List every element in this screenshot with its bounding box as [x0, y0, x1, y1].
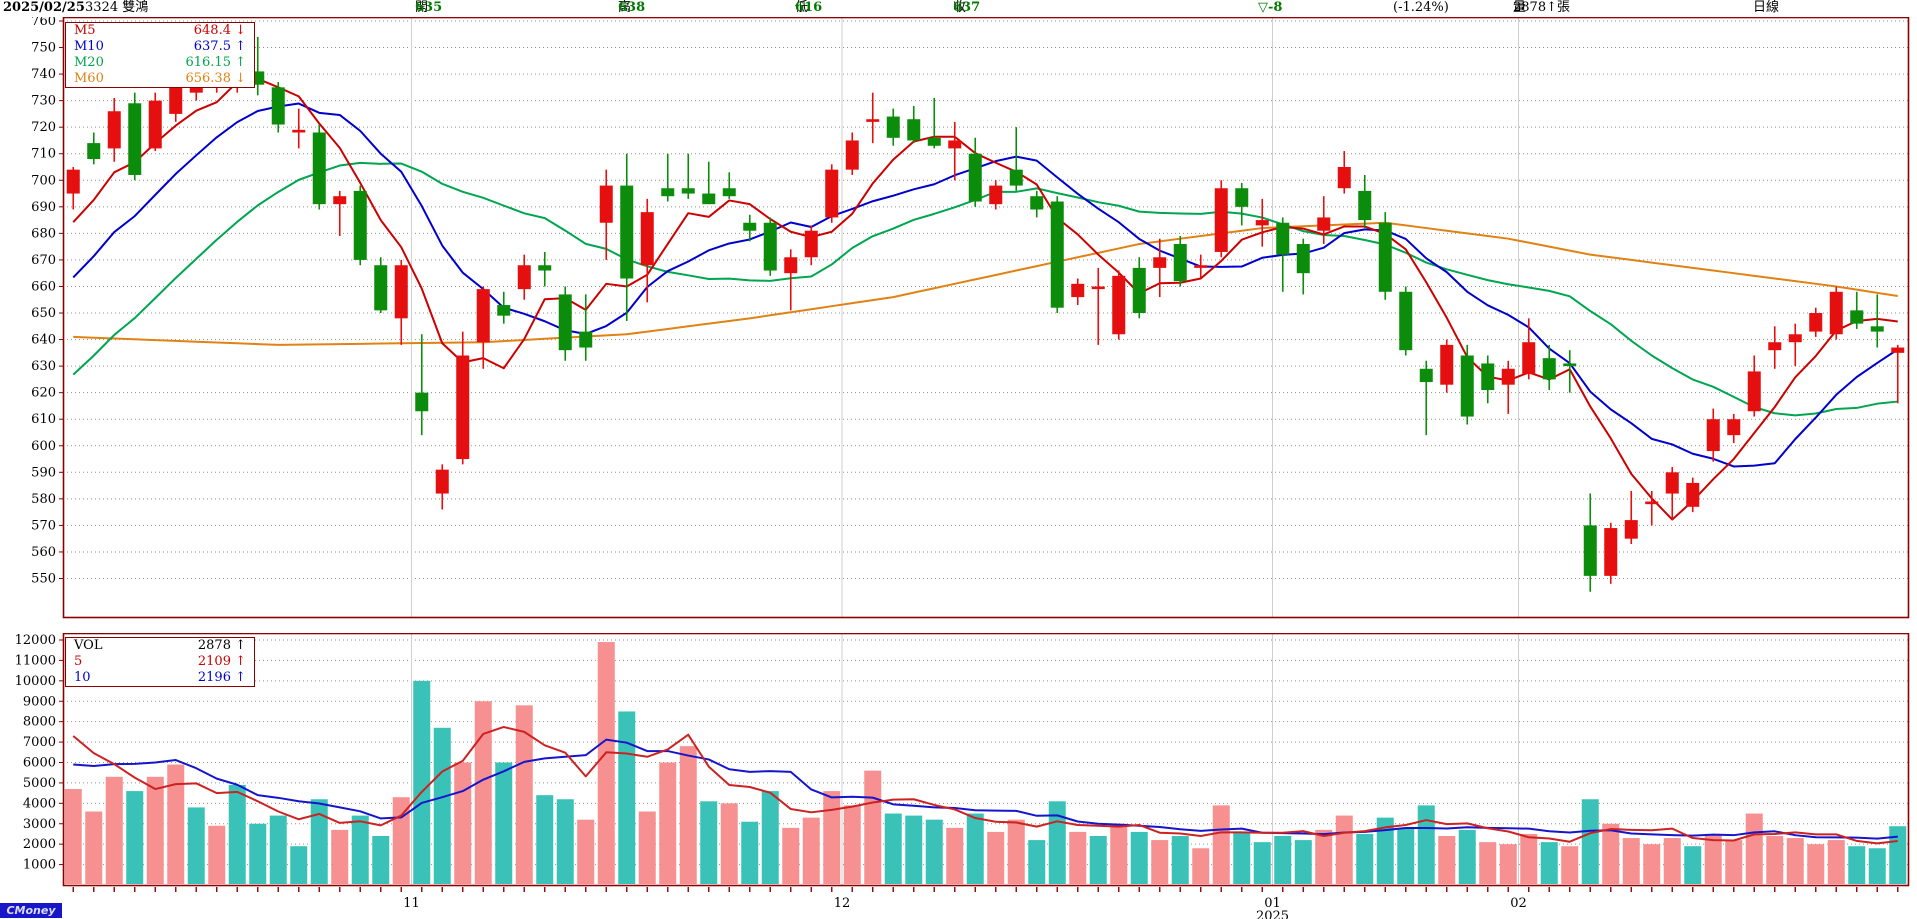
period-selector[interactable]: 日線	[1753, 0, 1780, 15]
svg-text:750: 750	[31, 41, 56, 56]
change-value: ▽-8	[1258, 0, 1283, 15]
candlesticks	[66, 36, 1905, 592]
ma10-line	[72, 102, 1899, 468]
close-label: 收	[953, 0, 967, 15]
stock-code-name: 3324 雙鴻	[85, 0, 149, 15]
volume-value: 2878↑張	[1513, 0, 1570, 15]
ma5-value: 648.4 ↓	[193, 23, 246, 38]
svg-text:02: 02	[1510, 896, 1527, 911]
cmoney-logo: CMoney	[0, 903, 62, 918]
vol-ma5-label: 5	[74, 654, 83, 669]
svg-text:560: 560	[31, 545, 56, 560]
close-value: 637	[953, 0, 981, 15]
svg-text:620: 620	[31, 386, 56, 401]
svg-text:11: 11	[403, 896, 420, 911]
change-percent: (-1.24%)	[1393, 0, 1449, 15]
volume-bars	[64, 642, 1907, 884]
open-value: 635	[415, 0, 443, 15]
volume-ma-lines	[72, 725, 1898, 845]
svg-text:660: 660	[31, 279, 56, 294]
vol-label: VOL	[74, 638, 103, 653]
volume-ma10-line	[73, 738, 1898, 840]
svg-text:710: 710	[31, 147, 56, 162]
svg-text:9000: 9000	[23, 694, 56, 709]
ma60-value: 656.38 ↓	[185, 71, 246, 86]
high-value: 638	[618, 0, 646, 15]
svg-text:720: 720	[31, 120, 56, 135]
ma20-line	[72, 161, 1898, 417]
quote-header-bar: 2025/02/25 3324 雙鴻 開 635 高 638 低 616 收 6…	[0, 0, 1917, 17]
svg-text:5000: 5000	[23, 776, 56, 791]
svg-text:6000: 6000	[23, 756, 56, 771]
svg-text:1000: 1000	[23, 858, 56, 873]
vol-ma5-value: 2109 ↑	[197, 654, 246, 669]
svg-text:590: 590	[31, 465, 56, 480]
svg-text:700: 700	[31, 173, 56, 188]
open-label: 開	[415, 0, 429, 15]
low-value: 616	[795, 0, 823, 15]
svg-text:650: 650	[31, 306, 56, 321]
ma5-line	[72, 77, 1898, 521]
quote-date: 2025/02/25	[3, 0, 85, 15]
vol-ma10-label: 10	[74, 670, 91, 685]
ma5-label: M5	[74, 23, 96, 38]
svg-text:760: 760	[31, 17, 56, 29]
svg-text:2000: 2000	[23, 837, 56, 852]
x-axis-ticks	[72, 887, 1899, 892]
svg-text:580: 580	[31, 492, 56, 507]
svg-text:10000: 10000	[15, 674, 56, 689]
svg-text:630: 630	[31, 359, 56, 374]
svg-text:550: 550	[31, 572, 56, 587]
svg-text:690: 690	[31, 200, 56, 215]
price-chart-panel[interactable]: 760 750 740 730 720 710 700 690 680 670 660 650 640 6…	[0, 17, 1917, 633]
svg-text:11000: 11000	[15, 653, 56, 668]
svg-text:12: 12	[834, 896, 851, 911]
vol-ma10-value: 2196 ↑	[197, 670, 246, 685]
svg-text:01: 01	[1264, 896, 1281, 911]
moving-average-legend: M5 648.4 ↓ M10 637.5 ↑ M20 616.15 ↑ M60 656.…	[65, 22, 255, 88]
ma20-value: 616.15 ↑	[185, 55, 246, 70]
volume-ma5-line	[72, 725, 1898, 845]
svg-text:670: 670	[31, 253, 56, 268]
svg-text:8000: 8000	[23, 715, 56, 730]
volume-legend: VOL 2878 ↑ 5 2109 ↑ 10 2196 ↑	[65, 637, 255, 687]
ma10-label: M10	[74, 39, 104, 54]
volume-label: 量	[1513, 0, 1527, 15]
svg-text:740: 740	[31, 67, 56, 82]
price-ma-lines	[72, 77, 1899, 521]
svg-text:640: 640	[31, 333, 56, 348]
low-label: 低	[795, 0, 809, 15]
ma20-label: M20	[74, 55, 104, 70]
ma60-line	[73, 221, 1898, 346]
svg-text:610: 610	[31, 412, 56, 427]
svg-text:730: 730	[31, 94, 56, 109]
svg-text:4000: 4000	[23, 796, 56, 811]
high-label: 高	[618, 0, 632, 15]
ma10-value: 637.5 ↑	[193, 39, 246, 54]
ma60-label: M60	[74, 71, 104, 86]
svg-text:12000: 12000	[15, 633, 56, 648]
svg-text:680: 680	[31, 226, 56, 241]
volume-gridlines	[59, 633, 1908, 885]
price-gridlines	[59, 17, 1908, 617]
svg-text:570: 570	[31, 518, 56, 533]
volume-chart-panel[interactable]: 12000 11000 10000 9000 8000 7000 6000 5000 4000 3…	[0, 633, 1917, 919]
vol-value: 2878 ↑	[197, 638, 246, 653]
svg-text:600: 600	[31, 439, 56, 454]
svg-text:3000: 3000	[23, 817, 56, 832]
svg-text:7000: 7000	[23, 735, 56, 750]
svg-text:2025: 2025	[1256, 909, 1289, 919]
